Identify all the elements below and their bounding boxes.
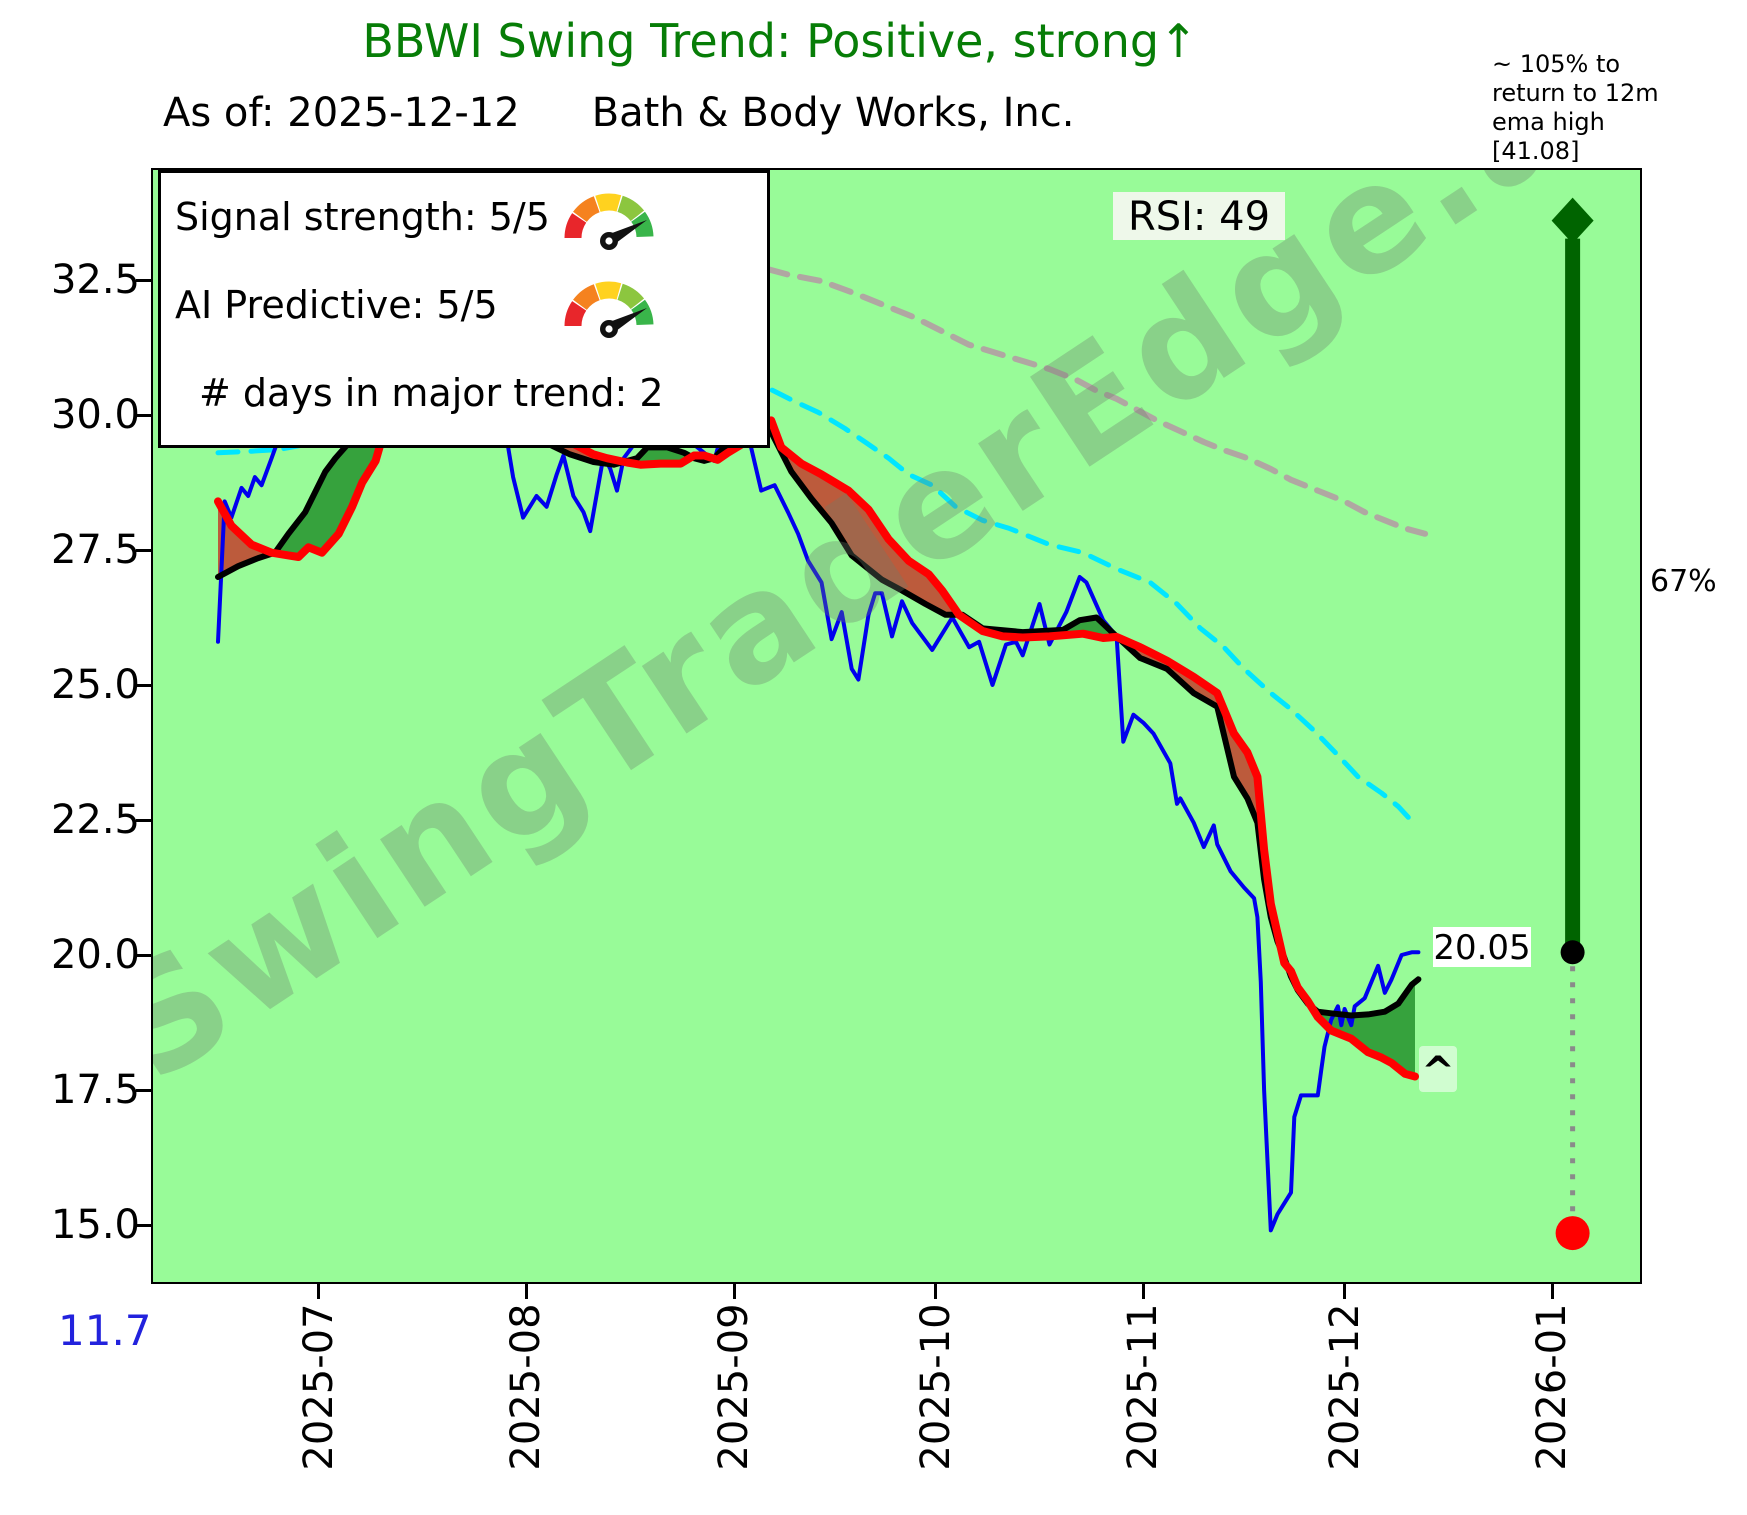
x-axis-tick-label: 2025-12 (1321, 1303, 1368, 1471)
rsi-badge: RSI: 49 (1113, 192, 1285, 240)
bearish-fill-region (1117, 637, 1282, 952)
legend-row-ai-predictive: AI Predictive: 5/5 (161, 261, 767, 349)
ai-predictive-label: AI Predictive: 5/5 (175, 283, 498, 327)
gauge-segment (573, 284, 601, 311)
page-title: BBWI Swing Trend: Positive, strong↑ (362, 14, 1198, 68)
y-axis-tick-label: 15.0 (50, 1202, 140, 1248)
x-axis-tick-label: 2025-11 (1120, 1303, 1167, 1471)
as-of-date: As of: 2025-12-12 (163, 90, 520, 136)
y-axis-tick (136, 683, 152, 687)
x-axis-tick-label: 2026-01 (1529, 1303, 1576, 1471)
plot-canvas: SwingTraderEdge.ai Signal strength: 5/5 … (153, 170, 1640, 1282)
gauge-segment (617, 195, 645, 222)
gauge-segment (630, 299, 654, 326)
legend-row-signal-strength: Signal strength: 5/5 (161, 173, 767, 261)
y-axis-tick (136, 413, 152, 417)
bearish-fill-region (218, 501, 274, 577)
gauge-pivot-hole (605, 237, 613, 245)
plot-area: SwingTraderEdge.ai Signal strength: 5/5 … (151, 168, 1642, 1284)
x-axis-tick-label: 2025-07 (295, 1303, 342, 1471)
gauge-segment (564, 301, 587, 327)
gauge-pivot-hole (605, 325, 613, 333)
legend-row-days-in-trend: # days in major trend: 2 (161, 349, 767, 437)
y-axis-tick (136, 953, 152, 957)
y-axis-tick-label: 17.5 (50, 1067, 140, 1113)
gauge-segment (564, 213, 587, 239)
signal-strength-label: Signal strength: 5/5 (175, 195, 550, 239)
gauge-segment (617, 283, 645, 310)
y-axis-tick-label: 22.5 (50, 797, 140, 843)
ema-12-month-line (764, 266, 1429, 537)
y-axis-tick-label: 32.5 (50, 257, 140, 303)
target-diamond-marker (1551, 197, 1594, 244)
y-axis-tick (136, 548, 152, 552)
x-axis-tick (1343, 1283, 1347, 1299)
y-axis-tick-label: 20.0 (50, 932, 140, 978)
y-axis-tick-label: 30.0 (50, 392, 140, 438)
x-axis-tick (524, 1283, 528, 1299)
x-axis-tick-label: 2025-08 (503, 1303, 550, 1471)
gauge-icon (564, 281, 654, 338)
y-axis-tick (136, 818, 152, 822)
x-axis-tick (1550, 1283, 1554, 1299)
low-reference-label: 11.7 (58, 1306, 152, 1355)
y-axis-tick-label: 27.5 (50, 527, 140, 573)
y-axis-tick-label: 25.0 (50, 662, 140, 708)
days-in-trend-label: # days in major trend: 2 (199, 371, 664, 415)
stop-level-dot (1555, 1216, 1590, 1251)
upside-percent-label: 67% (1650, 564, 1717, 599)
x-axis-tick (317, 1283, 321, 1299)
gauge-segment (595, 193, 622, 213)
bullish-fill-region (1311, 982, 1415, 1077)
gauge-segment (630, 211, 654, 238)
gauge-segment (595, 281, 622, 301)
y-axis-tick (136, 278, 152, 282)
signal-caret-marker: ^ (1419, 1046, 1457, 1095)
y-axis-tick (136, 1223, 152, 1227)
signal-legend-box: Signal strength: 5/5 AI Predictive: 5/5 … (158, 170, 770, 448)
current-price-dot (1560, 940, 1585, 965)
x-axis-tick-label: 2025-10 (912, 1303, 959, 1471)
company-name: Bath & Body Works, Inc. (591, 90, 1075, 136)
x-axis-tick-label: 2025-09 (711, 1303, 758, 1471)
x-axis-tick (934, 1283, 938, 1299)
gauge-icon (564, 193, 654, 250)
gauge-segment (573, 196, 601, 223)
x-axis-tick (732, 1283, 736, 1299)
subtitle: As of: 2025-12-12 Bath & Body Works, Inc… (163, 90, 1074, 136)
current-price-label: 20.05 (1433, 927, 1531, 968)
y-axis-tick (136, 1088, 152, 1092)
target-annotation: ~ 105% to return to 12m ema high [41.08] (1492, 50, 1659, 165)
x-axis-tick (1141, 1283, 1145, 1299)
